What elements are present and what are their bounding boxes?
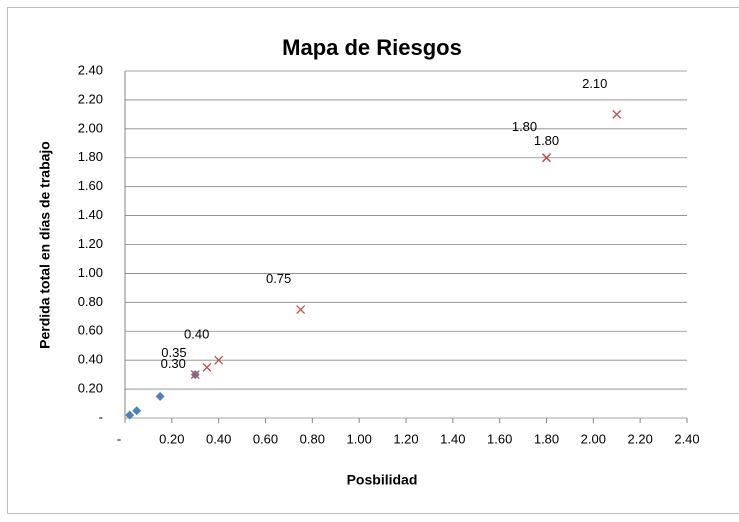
- x-tick-label: 1.20: [393, 431, 418, 446]
- y-axis-title: Perdida total en días de trabajo: [37, 141, 53, 349]
- y-tick-label: 1.40: [78, 207, 103, 222]
- y-tick-label: 1.00: [78, 265, 103, 280]
- y-tick-label: 1.20: [78, 236, 103, 251]
- x-tick-label: 1.80: [534, 431, 559, 446]
- x-tick-label: 2.20: [628, 431, 653, 446]
- point: [132, 406, 142, 416]
- point: [214, 355, 224, 365]
- chart-border: [7, 7, 739, 514]
- y-tick-label: 2.20: [78, 91, 103, 106]
- y-tick-label: 1.80: [78, 149, 103, 164]
- x-tick-label: 0.40: [206, 431, 231, 446]
- data-label: 1.80: [534, 133, 559, 148]
- x-tick-label: 1.40: [440, 431, 465, 446]
- data-label: 0.75: [266, 271, 291, 286]
- x-tick-label: 2.00: [581, 431, 606, 446]
- x-tick-label: 0.60: [253, 431, 278, 446]
- data-label: 0.40: [184, 327, 209, 342]
- point: [542, 153, 551, 163]
- point: [190, 370, 200, 380]
- x-tick-label: 1.00: [347, 431, 372, 446]
- y-tick-label: 0.60: [78, 323, 103, 338]
- x-tick-label: 0.80: [300, 431, 325, 446]
- point: [612, 109, 622, 119]
- y-tick-label: 0.40: [78, 352, 103, 367]
- point: [296, 305, 306, 315]
- data-label: 2.10: [582, 76, 607, 91]
- y-tick-label: 2.40: [78, 62, 103, 77]
- y-tick-label: 0.80: [78, 294, 103, 309]
- point: [202, 362, 212, 372]
- point: [155, 391, 165, 401]
- y-tick-label: 0.20: [78, 381, 103, 396]
- x-axis-title: Posbilidad: [347, 472, 418, 488]
- data-label: 1.80: [512, 119, 537, 134]
- x-tick-label: 1.60: [487, 431, 512, 446]
- chart-title: Mapa de Riesgos: [282, 35, 462, 60]
- y-tick-label: 2.00: [78, 120, 103, 135]
- data-label: 0.30: [161, 356, 186, 371]
- data-label: 0.35: [161, 345, 186, 360]
- x-tick-label: -: [117, 431, 121, 446]
- x-tick-label: 0.20: [159, 431, 184, 446]
- x-tick-label: 2.40: [674, 431, 699, 446]
- y-tick-label: 1.60: [78, 178, 103, 193]
- y-tick-label: -: [99, 409, 103, 424]
- point: [125, 410, 135, 420]
